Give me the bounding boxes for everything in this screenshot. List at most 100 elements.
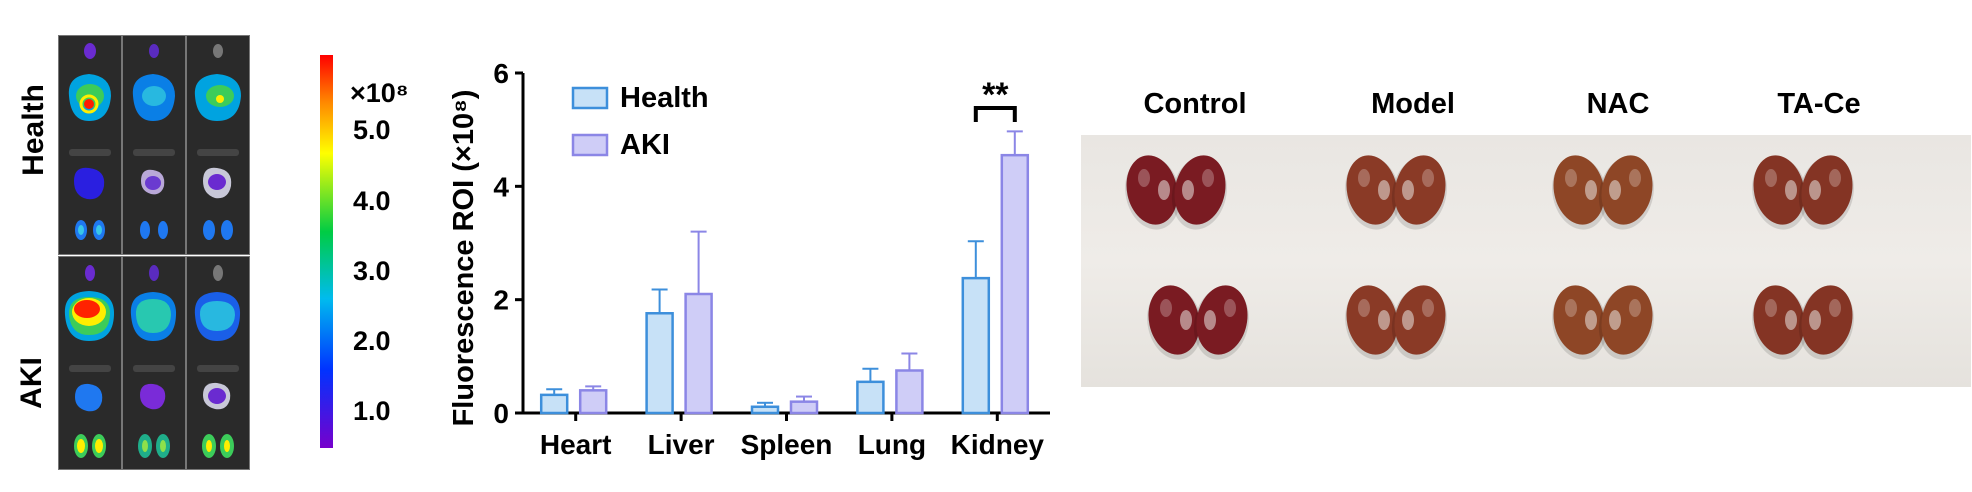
imaging-tile-health-3 <box>186 35 250 255</box>
organ-fluorescence-image <box>132 44 175 239</box>
kidney <box>1601 155 1653 225</box>
kidney-hilum <box>1378 180 1390 200</box>
ex-vivo-imaging-panel: Health AKI <box>15 30 440 470</box>
row-label-aki: AKI <box>14 357 48 409</box>
colorbar <box>320 55 333 448</box>
kidney-hilum <box>1402 310 1414 330</box>
bar-aki <box>684 292 713 415</box>
colorbar-tick: 3.0 <box>353 256 391 286</box>
kidney-highlight <box>1422 299 1434 317</box>
y-tick-label: 2 <box>493 285 509 316</box>
kidney-highlight <box>1629 169 1641 187</box>
kidney-highlight <box>1765 169 1777 187</box>
kidney <box>1394 285 1446 355</box>
kidney-highlight <box>1565 169 1577 187</box>
x-tick-label: Lung <box>858 429 926 460</box>
bar-health <box>856 380 885 415</box>
kidney-hilum <box>1585 310 1597 330</box>
significance-stars: ** <box>982 76 1009 114</box>
kidney-hilum <box>1609 180 1621 200</box>
kidney <box>1601 285 1653 355</box>
kidney <box>1126 155 1178 225</box>
kidney <box>1346 155 1398 225</box>
kidney-highlight <box>1565 299 1577 317</box>
organ-fluorescence-image <box>68 43 111 240</box>
kidney-highlight <box>1358 299 1370 317</box>
kidney <box>1148 285 1200 355</box>
colorbar-tick: 1.0 <box>353 396 391 426</box>
organ-fluorescence-image <box>130 265 177 458</box>
kidney-hilum <box>1609 310 1621 330</box>
kidney-highlight <box>1138 169 1150 187</box>
kidney-hilum <box>1809 180 1821 200</box>
kidney-photo-panel: Control Model NAC TA-Ce <box>1075 0 1972 487</box>
imaging-tile-health-1 <box>58 35 122 255</box>
bar-health <box>961 276 991 415</box>
kidney-highlight <box>1202 169 1214 187</box>
kidney <box>1346 285 1398 355</box>
legend-label-aki: AKI <box>620 129 670 161</box>
kidney-hilum <box>1785 310 1797 330</box>
x-axis: Heart Liver Spleen Lung Kidney <box>523 411 1050 460</box>
row-label-health: Health <box>16 84 50 176</box>
kidney <box>1801 285 1853 355</box>
bar-chart-svg: 0 2 4 6 Heart Liver Spleen Lung Kidney Health AK… <box>448 58 1050 460</box>
x-tick-label: Liver <box>648 429 715 460</box>
kidney-highlight <box>1422 169 1434 187</box>
imaging-tile-aki-2 <box>122 256 186 470</box>
kidney-hilum <box>1182 180 1194 200</box>
bar-aki <box>895 369 924 415</box>
significance-bracket <box>973 106 1017 122</box>
legend-label-health: Health <box>620 82 709 114</box>
x-tick-label: Heart <box>540 429 612 460</box>
kidney-hilum <box>1180 310 1192 330</box>
fluorescence-bar-chart: 0 2 4 6 Heart Liver Spleen Lung Kidney Health AK… <box>440 0 1080 487</box>
group-label-ta-ce: TA-Ce <box>1777 88 1861 120</box>
group-label-control: Control <box>1143 88 1247 120</box>
imaging-tile-health-2 <box>122 35 186 255</box>
kidney-hilum <box>1204 310 1216 330</box>
kidney-highlight <box>1629 299 1641 317</box>
y-axis-label: Fluorescence ROI (×10⁸) <box>448 90 480 427</box>
kidney <box>1553 155 1605 225</box>
legend: Health AKI <box>571 82 709 161</box>
kidney-photo <box>1081 135 1971 387</box>
kidney <box>1753 155 1805 225</box>
legend-swatch-aki <box>571 133 609 157</box>
kidney-hilum <box>1402 180 1414 200</box>
organ-fluorescence-image <box>64 265 115 458</box>
colorbar-tick: 2.0 <box>353 326 391 356</box>
kidney-highlight <box>1358 169 1370 187</box>
kidney-highlight <box>1829 169 1841 187</box>
kidney-hilum <box>1378 310 1390 330</box>
kidney <box>1394 155 1446 225</box>
bar-health <box>645 312 674 415</box>
colorbar-exponent: ×10⁸ <box>350 78 409 108</box>
group-label-model: Model <box>1371 88 1455 120</box>
kidney <box>1174 155 1226 225</box>
kidney-highlight <box>1829 299 1841 317</box>
x-tick-label: Spleen <box>741 429 833 460</box>
bar-aki <box>789 400 819 415</box>
significance-annotation: ** <box>973 76 1017 122</box>
colorbar-tick: 5.0 <box>353 115 391 145</box>
bar-health <box>750 405 780 415</box>
y-tick-label: 6 <box>493 58 509 89</box>
organ-fluorescence-image <box>194 44 241 240</box>
kidney-hilum <box>1809 310 1821 330</box>
kidney-highlight <box>1224 299 1236 317</box>
legend-swatch-health <box>571 86 609 110</box>
kidney-highlight <box>1765 299 1777 317</box>
imaging-tile-aki-3 <box>186 256 250 470</box>
bar-aki <box>578 389 608 415</box>
organ-fluorescence-image <box>194 265 241 458</box>
bar-health <box>539 393 569 415</box>
group-label-nac: NAC <box>1586 88 1650 120</box>
kidney-highlight <box>1160 299 1172 317</box>
y-tick-label: 0 <box>493 398 509 429</box>
bar-aki <box>1000 153 1030 415</box>
y-tick-label: 4 <box>493 171 509 202</box>
kidney-hilum <box>1158 180 1170 200</box>
kidney <box>1801 155 1853 225</box>
kidney <box>1753 285 1805 355</box>
